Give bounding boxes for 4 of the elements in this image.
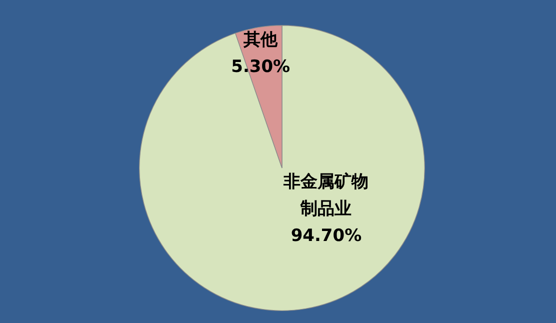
data-label: 5.30% [231, 56, 290, 77]
slice-label: 非金属矿物制品业 [282, 172, 369, 219]
data-label: 94.70% [290, 226, 362, 246]
slice-label: 其他 [242, 30, 279, 50]
